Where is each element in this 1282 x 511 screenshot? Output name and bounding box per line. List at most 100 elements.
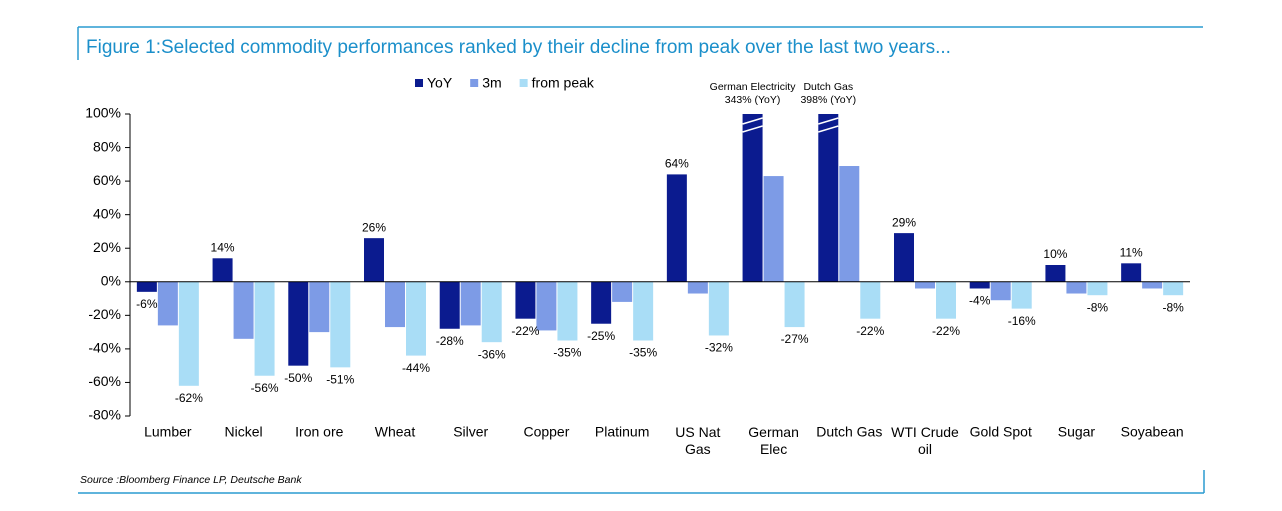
bar <box>969 281 990 289</box>
break-mark <box>818 125 839 133</box>
legend-swatch <box>519 79 528 87</box>
data-label: -35% <box>553 346 581 360</box>
bar <box>1087 281 1108 296</box>
bar <box>178 281 199 386</box>
x-tick-label: German Elec <box>748 424 799 457</box>
source: Source :Bloomberg Finance LP, Deutsche B… <box>80 474 302 486</box>
data-label: -36% <box>478 347 506 361</box>
bar <box>254 281 275 376</box>
y-tick-label: -20% <box>88 306 121 322</box>
y-tick-label: 20% <box>93 239 121 255</box>
legend-swatch <box>470 79 479 87</box>
data-label: -51% <box>326 373 354 387</box>
x-tick-label: Lumber <box>144 424 192 440</box>
data-label: 64% <box>665 157 689 171</box>
data-label: 29% <box>892 215 916 229</box>
break-mark <box>742 125 763 133</box>
bar <box>557 281 578 341</box>
x-tick-label: Wheat <box>375 424 416 440</box>
plot-area <box>136 114 1184 386</box>
x-tick-label: WTI Crude oil <box>891 424 959 457</box>
data-label: -16% <box>1008 314 1036 328</box>
bar <box>481 281 502 343</box>
data-label: -6% <box>136 297 158 311</box>
bar <box>915 281 935 289</box>
bar <box>633 281 654 341</box>
data-label: -4% <box>969 294 991 308</box>
bar <box>894 233 914 282</box>
bar <box>385 281 405 328</box>
bar <box>708 281 729 336</box>
bar <box>460 281 481 326</box>
x-tick-label: Soyabean <box>1121 424 1184 440</box>
data-label: -50% <box>284 371 312 385</box>
legend-label: YoY <box>427 75 453 91</box>
data-label: -22% <box>511 324 539 338</box>
data-label: -8% <box>1162 300 1184 314</box>
x-tick-label: Sugar <box>1058 424 1096 440</box>
break-mark <box>818 117 839 125</box>
bar <box>860 281 881 319</box>
bar <box>990 281 1011 301</box>
bar <box>818 114 839 282</box>
annotation: 398% (YoY) <box>800 94 856 106</box>
legend-label: 3m <box>482 75 501 91</box>
x-tick-label: Silver <box>453 424 488 440</box>
bar <box>1066 281 1087 294</box>
bar <box>233 281 254 339</box>
data-label: 14% <box>211 240 235 254</box>
x-tick-label: Nickel <box>225 424 263 440</box>
bar <box>763 176 784 282</box>
data-label: -25% <box>587 329 615 343</box>
bar <box>936 281 956 319</box>
y-tick-label: -40% <box>88 340 121 356</box>
bar <box>364 238 384 282</box>
y-tick-label: 80% <box>93 138 121 154</box>
bar <box>784 281 805 328</box>
data-label: 10% <box>1043 247 1067 261</box>
bar <box>742 114 763 282</box>
bar <box>591 281 612 324</box>
data-label: -32% <box>705 341 733 355</box>
x-tick-label: Iron ore <box>295 424 343 440</box>
bar <box>330 281 351 368</box>
x-tick-label: US Nat Gas <box>675 424 720 457</box>
bar <box>666 174 687 282</box>
bar <box>839 166 860 282</box>
chart-title: Figure 1:Selected commodity performances… <box>86 37 951 58</box>
bar <box>157 281 178 326</box>
bar <box>515 281 536 319</box>
data-label: -62% <box>175 391 203 405</box>
data-label: -22% <box>856 324 884 338</box>
data-label: -44% <box>402 361 430 375</box>
y-tick-label: 100% <box>85 105 121 121</box>
break-mark <box>742 117 763 125</box>
bar <box>1142 281 1163 289</box>
bar <box>1163 281 1184 296</box>
bar <box>1011 281 1032 309</box>
legend-swatch <box>415 79 423 87</box>
bar <box>687 281 708 294</box>
x-tick-label: Dutch Gas <box>816 424 882 440</box>
annotation: 343% (YoY) <box>725 94 781 106</box>
bar <box>309 281 330 333</box>
bar <box>136 281 157 292</box>
x-tick-label: Copper <box>523 424 569 440</box>
data-label: 26% <box>362 220 386 234</box>
bar <box>406 281 426 356</box>
x-tick-label: Gold Spot <box>970 424 1032 440</box>
bar <box>1045 265 1066 282</box>
y-tick-label: 0% <box>101 272 121 288</box>
x-tick-label: Platinum <box>595 424 649 440</box>
data-label: 11% <box>1120 245 1143 259</box>
annotation: Dutch Gas <box>803 81 853 93</box>
y-tick-label: -60% <box>88 373 121 389</box>
bar <box>612 281 633 302</box>
bar <box>212 258 233 282</box>
legend-label: from peak <box>532 75 595 91</box>
bar <box>439 281 460 329</box>
data-label: -22% <box>932 324 960 338</box>
y-tick-label: 60% <box>93 172 121 188</box>
bar <box>288 281 309 366</box>
